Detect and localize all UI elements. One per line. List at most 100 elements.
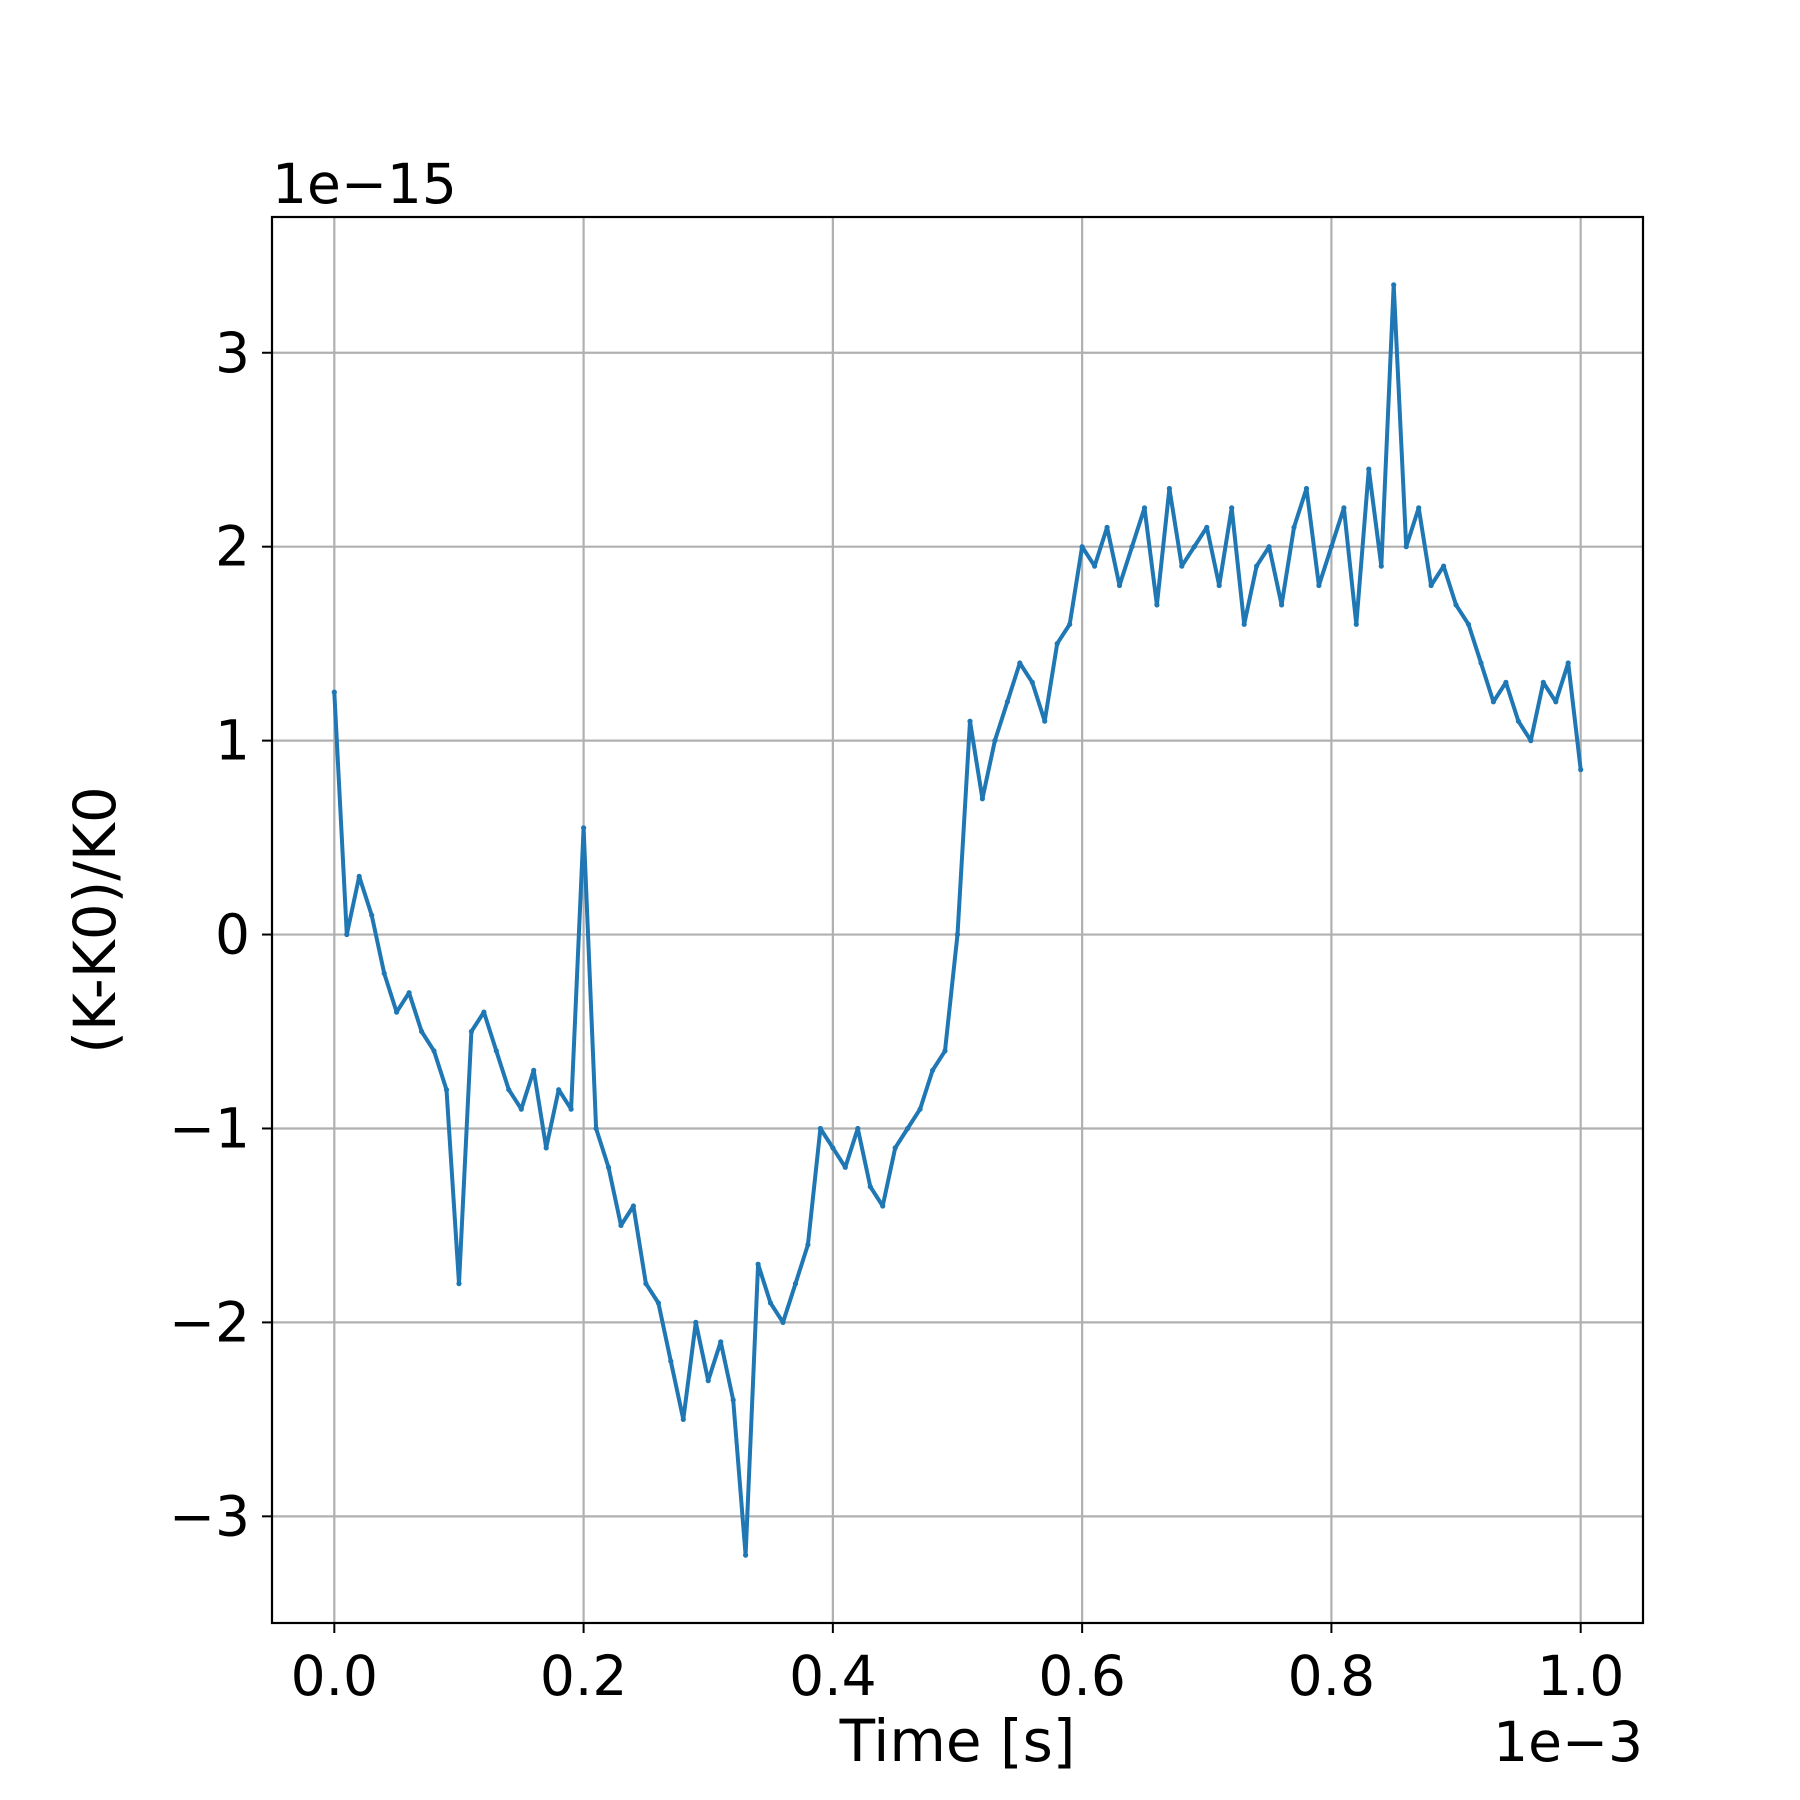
data-point [1328,544,1334,550]
data-point [506,1087,512,1093]
data-point [1216,582,1222,589]
data-point [1403,544,1409,550]
data-point [381,970,387,976]
data-point [1465,621,1472,627]
data-point [817,1125,824,1132]
data-point [1154,602,1160,608]
data-point [743,1552,749,1558]
data-point [1490,699,1496,705]
data-point [1229,505,1235,511]
x-axis-label: Time [s] [839,1707,1076,1775]
grid [272,217,1643,1623]
data-point [1179,563,1185,569]
data-point [792,1281,799,1287]
data-point [618,1222,624,1228]
data-point [730,1397,736,1403]
data-point [1191,544,1197,550]
data-point [1104,524,1110,530]
data-point [905,1125,911,1132]
data-point [1241,621,1247,627]
x-tick-label: 0.8 [1288,1644,1375,1708]
data-point [867,1184,873,1190]
data-point [1303,485,1310,492]
data-point [1503,679,1509,686]
data-point [1291,524,1297,530]
data-point [1553,699,1559,705]
x-axis-offset-label: 1e−3 [1493,1710,1643,1774]
data-point [1017,660,1023,666]
data-point [767,1300,774,1306]
data-point [1116,582,1123,589]
y-tick-label: 3 [215,321,250,385]
x-tick-label: 0.2 [540,1644,627,1708]
data-point [1004,699,1011,705]
data-point [880,1203,886,1209]
data-point [1416,505,1422,511]
data-point [705,1378,711,1384]
data-point [1067,621,1073,627]
data-point [581,825,587,831]
data-point [967,718,973,724]
y-axis: −3 −2 −1 0 1 2 3 [169,321,272,1548]
data-point [443,1087,450,1093]
data-point [593,1125,599,1132]
y-tick-label: 1 [215,709,250,773]
y-tick-label: −3 [169,1484,250,1548]
x-tick-label: 1.0 [1537,1644,1624,1708]
data-point [1565,660,1571,666]
y-tick-label: −1 [169,1096,250,1160]
data-point [331,689,337,695]
data-point [1353,621,1359,627]
data-point [1378,563,1384,569]
data-point [431,1048,437,1054]
data-point [693,1319,699,1325]
data-point [543,1145,549,1151]
data-point [1540,679,1546,686]
data-point [1254,563,1260,569]
data-point [668,1358,674,1364]
data-point [419,1028,425,1035]
data-point [643,1281,649,1287]
data-point [680,1416,686,1422]
series-line-0 [332,282,1583,1558]
data-point [1029,679,1035,686]
data-point [1341,505,1347,511]
x-tick-label: 0.6 [1038,1644,1125,1708]
data-point [1129,544,1135,550]
data-point [1515,718,1521,724]
y-tick-label: 2 [215,515,250,579]
data-point [655,1300,662,1306]
data-point [1391,282,1397,288]
data-point [406,990,412,996]
x-axis: 0.0 0.2 0.4 0.6 0.8 1.0 [291,1623,1624,1708]
data-point [531,1067,537,1073]
data-point [830,1145,836,1151]
data-point [1366,466,1372,472]
data-point [394,1009,400,1015]
data-point [718,1339,724,1345]
data-point [1266,544,1272,550]
y-axis-offset-label: 1e−15 [272,152,457,216]
y-tick-label: 0 [215,903,250,967]
y-tick-label: −2 [169,1290,250,1354]
data-point [979,796,986,802]
data-point [1478,660,1484,666]
data-point [605,1164,612,1170]
data-point [1578,767,1584,773]
data-point [1279,602,1285,608]
data-point [568,1106,574,1112]
data-point [942,1048,948,1054]
data-point [630,1203,637,1209]
data-point [481,1009,487,1015]
data-point [1316,582,1322,589]
data-point [1079,544,1085,550]
data-point [1092,563,1098,569]
data-point [755,1261,761,1267]
data-point [892,1145,898,1151]
data-point [992,738,998,744]
data-point [1204,524,1210,530]
data-point [456,1281,462,1287]
data-point [1441,563,1447,569]
data-point [954,931,961,938]
